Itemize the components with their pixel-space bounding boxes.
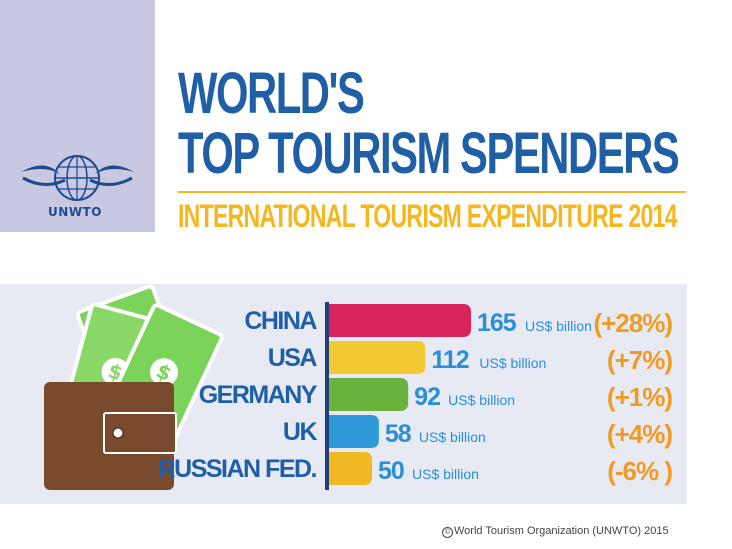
- unit-label: US$ billion: [479, 355, 546, 371]
- unit-label: US$ billion: [448, 392, 515, 408]
- category-label: UK: [283, 418, 318, 446]
- change-label: (+4%): [607, 419, 672, 449]
- org-logo-text: UNWTO: [48, 205, 102, 219]
- unit-label: US$ billion: [419, 429, 486, 445]
- title-line-2: TOP TOURISM SPENDERS: [178, 121, 680, 186]
- bar: [329, 304, 471, 337]
- copyright-label: World Tourism Organization (UNWTO) 2015: [454, 525, 669, 537]
- globe-logo-icon: [21, 155, 134, 201]
- bar: [329, 452, 373, 485]
- unit-label: US$ billion: [412, 466, 479, 482]
- value-label: 165: [477, 309, 517, 337]
- value-label: 92: [414, 383, 440, 411]
- value-label: 58: [385, 420, 412, 448]
- copyright-icon: ©: [442, 527, 453, 538]
- bar: [329, 378, 409, 411]
- category-label: RUSSIAN FED.: [158, 455, 317, 483]
- title-line-1: WORLD'S: [178, 61, 365, 126]
- bar: [329, 415, 379, 448]
- chart-panel: $ $ CHINA 165 US$ billion (+28%) USA 112 US$ b…: [0, 284, 687, 504]
- logo-panel: UNWTO: [0, 0, 155, 232]
- title-divider: [178, 191, 686, 193]
- category-label: CHINA: [244, 307, 317, 335]
- subtitle: INTERNATIONAL TOURISM EXPENDITURE 2014: [178, 198, 678, 234]
- value-label: 112: [431, 346, 468, 374]
- unit-label: US$ billion: [525, 318, 592, 334]
- value-label: 50: [378, 457, 404, 485]
- copyright-text: © World Tourism Organization (UNWTO) 2015: [442, 525, 669, 538]
- change-label: (+1%): [607, 382, 672, 412]
- wallet-with-money-icon: $ $: [44, 284, 224, 490]
- change-label: (-6% ): [607, 456, 672, 486]
- change-label: (+7%): [607, 345, 672, 375]
- change-label: (+28%): [593, 308, 672, 338]
- bar: [329, 341, 426, 374]
- category-label: USA: [268, 344, 318, 372]
- category-label: GERMANY: [199, 381, 318, 409]
- spenders-chart: $ $ CHINA 165 US$ billion (+28%)USA 112 US$ b…: [44, 284, 673, 490]
